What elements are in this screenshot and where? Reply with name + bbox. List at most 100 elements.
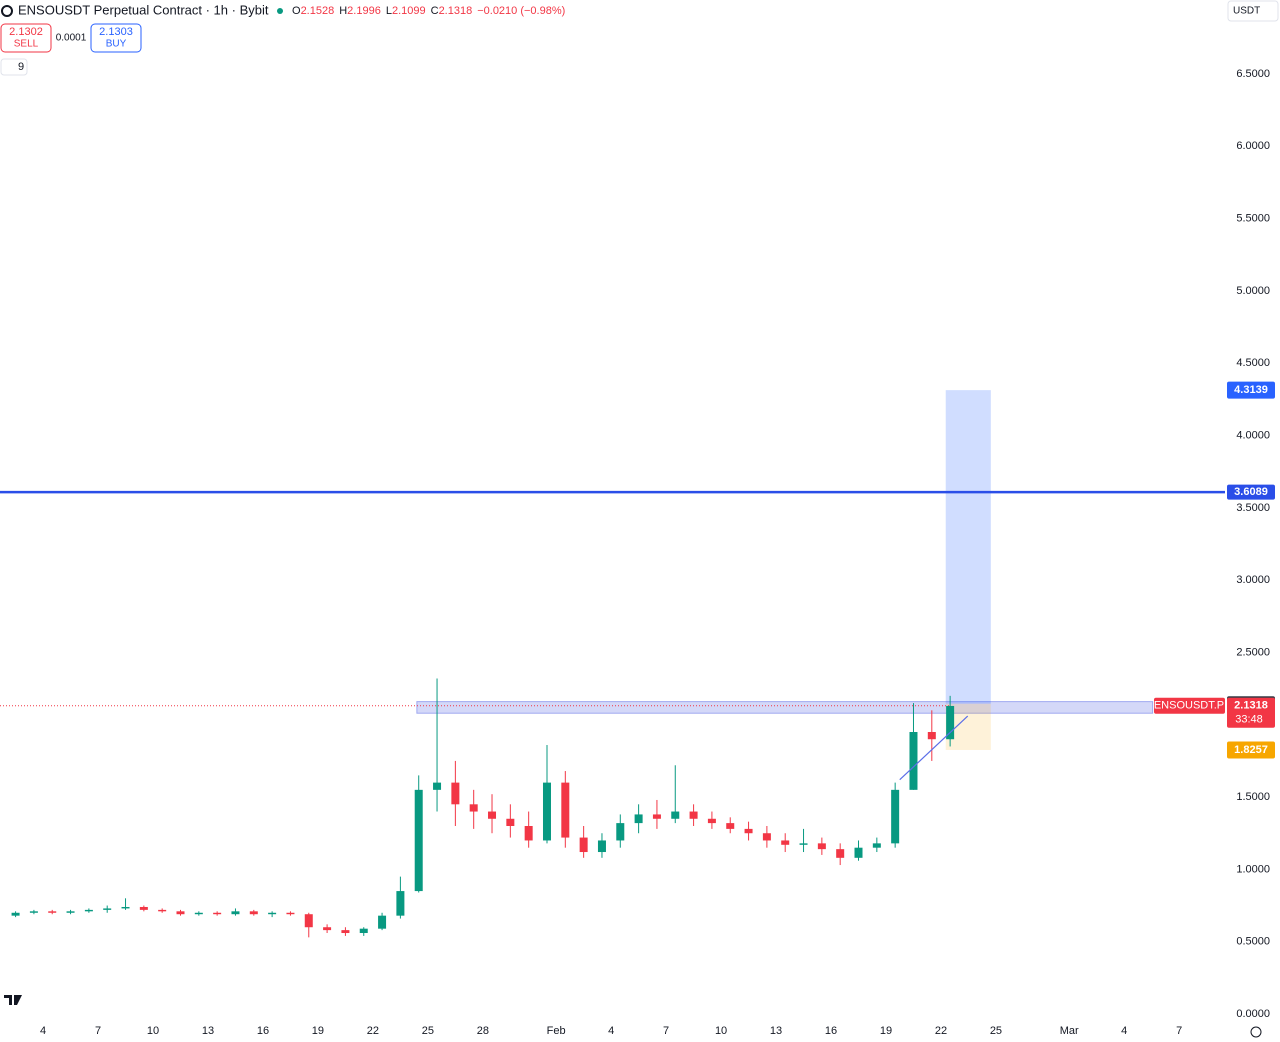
last-price-symbol-bg xyxy=(1154,697,1225,714)
candle-body xyxy=(66,911,75,913)
price-tag: 3.6089 xyxy=(1234,486,1268,498)
resistance-zone xyxy=(416,701,1154,714)
x-tick-label: 10 xyxy=(147,1025,159,1037)
ohlc-value: 2.1528 xyxy=(301,5,335,17)
x-tick-label: 28 xyxy=(477,1025,489,1037)
candle-body xyxy=(634,814,643,824)
candle-body xyxy=(396,891,405,916)
x-tick-label: 16 xyxy=(825,1025,837,1037)
candle-body xyxy=(378,915,387,929)
ohlc-label: C xyxy=(431,5,439,17)
candle-body xyxy=(469,804,478,812)
candle-body xyxy=(286,912,295,915)
sell-button[interactable] xyxy=(0,23,52,53)
candle-body xyxy=(927,732,936,740)
x-tick-label: 13 xyxy=(770,1025,782,1037)
ohlc-label: L xyxy=(386,5,392,17)
x-tick-label: 25 xyxy=(422,1025,434,1037)
candle-body xyxy=(689,811,698,819)
currency: USDT xyxy=(1233,6,1260,17)
x-tick-label: 7 xyxy=(663,1025,669,1037)
candle-body xyxy=(158,909,167,912)
candle-body xyxy=(84,909,93,912)
candle-body xyxy=(213,912,222,915)
ohlc-value: 2.1996 xyxy=(347,5,381,17)
status-dot xyxy=(277,8,283,14)
candle-body xyxy=(579,837,588,853)
candle-body xyxy=(817,843,826,850)
candle-body xyxy=(744,828,753,834)
target-box xyxy=(945,390,991,704)
buy-price: 2.1303 xyxy=(99,26,133,38)
candle-body xyxy=(561,782,570,838)
buy-label: BUY xyxy=(106,39,127,50)
y-tick-label: 1.0000 xyxy=(1236,863,1270,875)
price-tag-bg xyxy=(1227,484,1275,500)
sell-label: SELL xyxy=(14,39,39,50)
y-tick-label: 6.0000 xyxy=(1236,140,1270,152)
x-tick-label: 7 xyxy=(1176,1025,1182,1037)
candle-body xyxy=(341,930,350,934)
candle-body xyxy=(836,849,845,858)
buy-button[interactable] xyxy=(90,23,142,53)
price-tag: 4.3139 xyxy=(1234,384,1268,396)
logo xyxy=(4,995,22,1005)
price-tag-bg xyxy=(1227,741,1275,759)
y-tick-label: 0.5000 xyxy=(1236,936,1270,948)
x-tick-label: 4 xyxy=(1121,1025,1127,1037)
candle-body xyxy=(48,911,57,913)
ohlc-value: 2.1099 xyxy=(392,5,426,17)
indicator-count: 9 xyxy=(18,61,24,73)
x-tick-label: 19 xyxy=(312,1025,324,1037)
candle-body xyxy=(799,843,808,845)
y-tick-label: 6.5000 xyxy=(1236,68,1270,80)
countdown: 33:48 xyxy=(1235,714,1263,726)
y-tick-label: 3.0000 xyxy=(1236,574,1270,586)
candle-body xyxy=(616,823,625,841)
candle-body xyxy=(891,789,900,844)
x-tick-label: 13 xyxy=(202,1025,214,1037)
candle-body xyxy=(726,823,735,829)
symbol-icon xyxy=(1,5,13,17)
candle-body xyxy=(414,789,423,892)
last-price-symbol: ENSOUSDT.P xyxy=(1154,700,1224,712)
x-tick-label: Mar xyxy=(1060,1025,1079,1037)
candle-body xyxy=(652,814,661,819)
change: −0.0210 (−0.98%) xyxy=(477,5,565,17)
y-tick-label: 2.5000 xyxy=(1236,646,1270,658)
y-tick-label: 3.5000 xyxy=(1236,502,1270,514)
trendline xyxy=(899,715,969,781)
candle-body xyxy=(304,914,313,928)
candle-body xyxy=(359,928,368,934)
currency-button[interactable] xyxy=(1227,0,1279,22)
candle-body xyxy=(781,840,790,845)
candle-body xyxy=(909,732,918,790)
y-tick-label: 5.0000 xyxy=(1236,285,1270,297)
y-tick-label: 5.5000 xyxy=(1236,213,1270,225)
x-tick-label: 4 xyxy=(40,1025,46,1037)
ohlc-label: H xyxy=(339,5,347,17)
candle-body xyxy=(451,782,460,805)
candle-body xyxy=(176,911,185,915)
y-tick-label: 4.5000 xyxy=(1236,357,1270,369)
candle-body xyxy=(542,782,551,841)
indicator-toggle[interactable] xyxy=(0,58,28,76)
sell-price: 2.1302 xyxy=(9,26,43,38)
chart-title: ENSOUSDT Perpetual Contract · 1h · Bybit xyxy=(18,2,269,17)
x-tick-label: 22 xyxy=(367,1025,379,1037)
last-price: 2.1318 xyxy=(1234,700,1268,712)
candle-body xyxy=(139,906,148,910)
price-tag: 1.8257 xyxy=(1234,744,1268,756)
candle-body xyxy=(103,908,112,910)
candle-body xyxy=(433,782,442,790)
candle-body xyxy=(268,912,277,915)
candle-body xyxy=(872,843,881,848)
candle-body xyxy=(29,911,38,913)
settings-icon[interactable] xyxy=(1250,1026,1262,1038)
candle-body xyxy=(11,912,20,916)
x-tick-label: 19 xyxy=(880,1025,892,1037)
ohlc-label: O xyxy=(292,5,301,17)
y-tick-label: 4.0000 xyxy=(1236,429,1270,441)
